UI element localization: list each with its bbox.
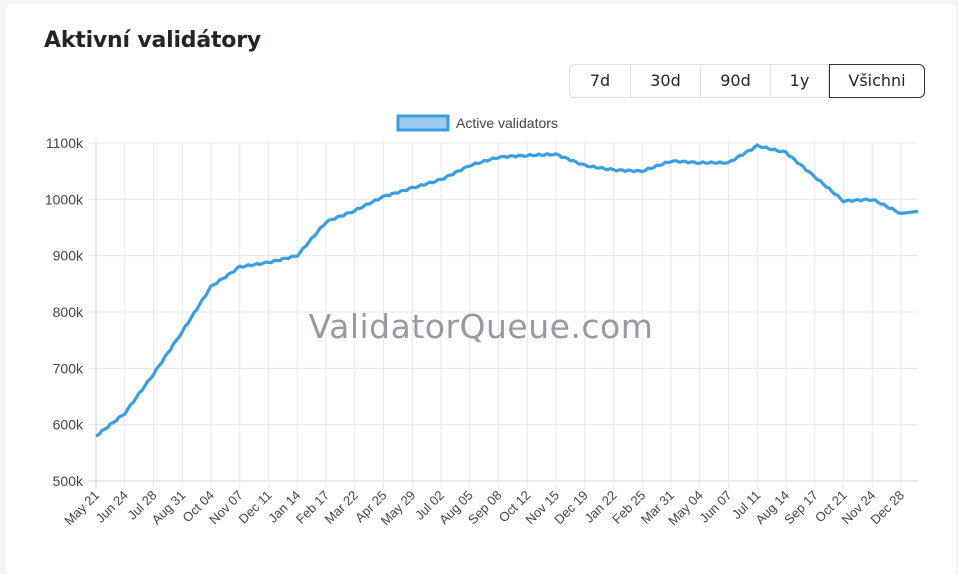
range-button-90d[interactable]: 90d	[701, 65, 771, 97]
range-button-30d[interactable]: 30d	[631, 65, 701, 97]
range-button-všichni[interactable]: Všichni	[829, 64, 925, 98]
time-range-selector: 7d 30d 90d 1y Všichni	[569, 64, 925, 98]
range-button-1y[interactable]: 1y	[771, 65, 829, 97]
page-title: Aktivní validátory	[44, 28, 262, 53]
range-button-7d[interactable]: 7d	[570, 65, 631, 97]
